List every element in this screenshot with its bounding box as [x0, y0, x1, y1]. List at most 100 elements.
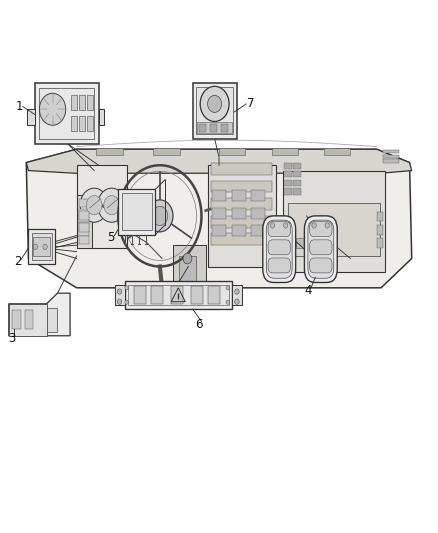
Bar	[212, 190, 226, 201]
Circle shape	[33, 244, 38, 249]
Circle shape	[208, 95, 222, 112]
Bar	[77, 165, 127, 248]
Circle shape	[43, 244, 47, 249]
Bar	[232, 208, 246, 219]
Bar	[33, 237, 50, 256]
Bar	[324, 148, 350, 155]
Bar	[199, 124, 206, 132]
Circle shape	[283, 223, 288, 228]
Bar	[219, 148, 245, 155]
Bar	[232, 225, 246, 236]
Text: 6: 6	[195, 318, 202, 330]
Bar	[118, 189, 155, 235]
Bar	[79, 95, 85, 110]
Polygon shape	[26, 149, 412, 288]
Bar	[288, 203, 380, 256]
Polygon shape	[26, 149, 412, 173]
Circle shape	[235, 289, 239, 294]
Bar	[28, 229, 55, 264]
Circle shape	[152, 206, 168, 225]
Bar	[179, 256, 196, 285]
Bar	[293, 188, 301, 195]
Bar	[9, 304, 46, 336]
Circle shape	[117, 289, 122, 294]
Circle shape	[117, 299, 122, 304]
Bar	[296, 238, 333, 248]
Bar	[78, 216, 89, 222]
Circle shape	[312, 223, 316, 228]
FancyBboxPatch shape	[263, 216, 296, 282]
Text: 4: 4	[304, 284, 312, 297]
Bar	[284, 188, 292, 195]
Bar	[284, 163, 292, 169]
FancyBboxPatch shape	[310, 240, 332, 255]
Bar	[283, 171, 385, 272]
Bar	[79, 211, 89, 220]
FancyBboxPatch shape	[304, 216, 337, 282]
Bar	[173, 245, 206, 290]
Bar	[12, 310, 21, 329]
Bar	[122, 193, 152, 230]
Bar	[151, 286, 163, 304]
Bar	[210, 124, 217, 132]
Circle shape	[235, 299, 239, 304]
Bar	[87, 116, 93, 131]
Bar	[211, 216, 272, 228]
Bar	[212, 208, 226, 219]
Circle shape	[270, 223, 275, 228]
Bar	[78, 223, 89, 229]
Bar	[211, 181, 272, 192]
Bar	[197, 122, 232, 133]
Bar	[251, 208, 265, 219]
Circle shape	[147, 200, 173, 232]
Text: 1: 1	[15, 100, 23, 113]
Bar	[211, 163, 272, 175]
Text: 5: 5	[107, 231, 115, 244]
Text: 3: 3	[8, 332, 15, 345]
Circle shape	[125, 300, 128, 304]
Bar	[71, 116, 77, 131]
Bar	[211, 198, 272, 210]
Bar	[383, 150, 399, 153]
Bar	[211, 233, 272, 245]
FancyBboxPatch shape	[268, 258, 290, 273]
Circle shape	[200, 86, 229, 122]
Bar	[191, 286, 203, 304]
Bar	[79, 116, 85, 131]
Bar	[272, 148, 298, 155]
Bar	[377, 238, 383, 248]
Bar	[71, 95, 77, 110]
Bar	[383, 155, 399, 158]
Bar	[99, 109, 104, 125]
FancyBboxPatch shape	[268, 240, 290, 255]
Circle shape	[325, 223, 329, 228]
Bar	[128, 285, 229, 305]
Bar	[77, 195, 92, 248]
Bar	[115, 285, 125, 305]
Circle shape	[80, 188, 108, 222]
Circle shape	[104, 196, 120, 215]
Bar	[293, 180, 301, 186]
Circle shape	[39, 93, 66, 125]
Bar	[383, 159, 399, 163]
Bar	[27, 109, 35, 125]
Circle shape	[125, 286, 128, 290]
Bar	[125, 281, 232, 309]
FancyBboxPatch shape	[266, 220, 292, 278]
Circle shape	[98, 188, 126, 222]
Bar	[39, 88, 94, 139]
Bar	[35, 83, 99, 144]
Bar	[251, 225, 265, 236]
FancyBboxPatch shape	[308, 220, 334, 278]
Bar	[377, 225, 383, 235]
Bar	[134, 286, 146, 304]
Bar	[78, 209, 89, 215]
Bar	[32, 233, 52, 260]
FancyBboxPatch shape	[310, 258, 332, 273]
Bar	[208, 165, 276, 266]
Bar	[284, 180, 292, 186]
Bar	[208, 286, 220, 304]
Polygon shape	[9, 293, 70, 336]
Bar	[232, 285, 242, 305]
Bar	[196, 87, 233, 134]
